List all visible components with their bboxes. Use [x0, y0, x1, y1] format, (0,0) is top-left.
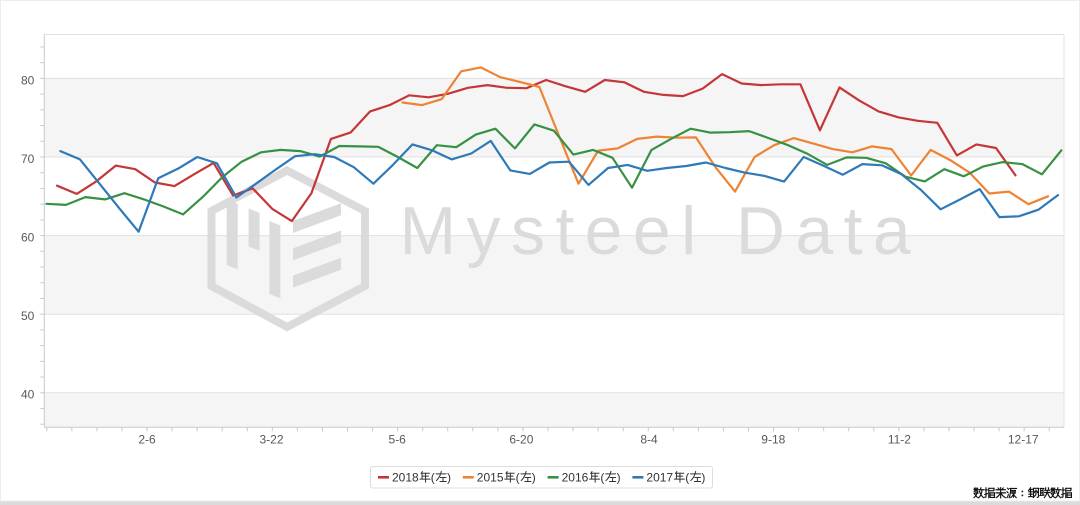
svg-text:): ): [617, 471, 621, 485]
svg-text:50: 50: [21, 309, 35, 323]
svg-text:(: (: [600, 471, 604, 485]
svg-text:2017: 2017: [646, 471, 673, 485]
svg-text:11-2: 11-2: [888, 433, 911, 447]
svg-text:9-18: 9-18: [761, 433, 785, 447]
svg-text:60: 60: [21, 231, 35, 245]
svg-text:): ): [532, 471, 536, 485]
svg-text:Mysteel Data: Mysteel Data: [400, 193, 922, 269]
svg-text:2015: 2015: [477, 471, 504, 485]
svg-text:3-22: 3-22: [259, 433, 283, 447]
svg-text:(: (: [685, 471, 689, 485]
svg-text:(: (: [516, 471, 520, 485]
svg-text:5-6: 5-6: [389, 433, 407, 447]
svg-text:70: 70: [21, 152, 35, 166]
svg-text:(: (: [431, 471, 435, 485]
svg-text:2-6: 2-6: [138, 433, 156, 447]
svg-text:40: 40: [21, 388, 35, 402]
svg-text:80: 80: [21, 73, 35, 87]
svg-text:2016: 2016: [562, 471, 589, 485]
svg-text:6-20: 6-20: [509, 433, 533, 447]
svg-text:): ): [701, 471, 705, 485]
svg-text:): ): [447, 471, 451, 485]
svg-text:8-4: 8-4: [640, 433, 658, 447]
svg-text:12-17: 12-17: [1008, 433, 1039, 447]
svg-text:2018: 2018: [392, 471, 419, 485]
